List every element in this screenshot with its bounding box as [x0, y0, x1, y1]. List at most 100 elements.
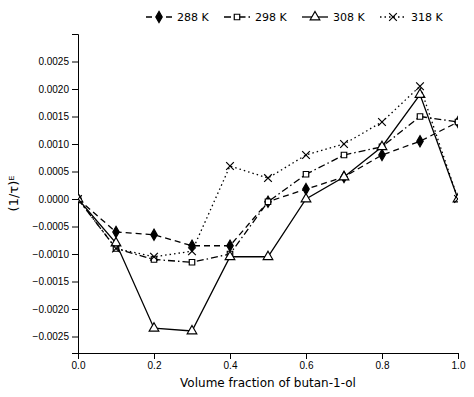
marker: [187, 325, 197, 333]
tick-label: −0.0025: [33, 331, 70, 342]
marker: [378, 118, 386, 126]
tick-mark: [72, 337, 78, 338]
tick-label: −0.0015: [33, 276, 70, 287]
marker: [226, 162, 234, 170]
tick-label: 0.0005: [38, 166, 69, 177]
tick: −0.0010: [33, 249, 78, 260]
tick: 0.8: [376, 353, 390, 371]
tick: 0.0000: [38, 194, 78, 205]
legend-entry: 298 K: [224, 11, 287, 24]
legend-entry: 288 K: [146, 11, 209, 24]
marker: [151, 229, 157, 240]
marker: [303, 172, 308, 177]
tick-label: 0.4: [224, 360, 238, 371]
marker: [417, 136, 423, 147]
marker: [340, 140, 348, 148]
legend-entry: 318 K: [380, 11, 443, 24]
tick-mark: [458, 353, 459, 359]
tick-label: 0.0025: [38, 56, 69, 67]
tick-label: −0.0020: [33, 304, 70, 315]
tick-label: −0.0010: [33, 249, 70, 260]
tick: 0.4: [224, 353, 238, 371]
marker: [227, 240, 233, 251]
tick: −0.0005: [33, 221, 78, 232]
tick: 0.6: [300, 353, 314, 371]
tick-label: 0.0015: [38, 111, 69, 122]
tick-mark: [72, 89, 78, 90]
legend-marker: [156, 11, 162, 22]
legend-marker: [389, 13, 397, 21]
marker: [454, 195, 458, 203]
tick-mark: [72, 117, 78, 118]
tick: 0.0025: [38, 56, 78, 67]
marker: [78, 195, 82, 203]
marker: [416, 82, 424, 90]
tick-mark: [306, 353, 307, 359]
marker: [301, 193, 311, 201]
legend-entry: 308 K: [302, 11, 365, 24]
marker: [225, 251, 235, 259]
marker: [149, 323, 159, 331]
legend-label: 288 K: [177, 11, 209, 24]
legend-marker: [234, 14, 239, 19]
marker: [188, 247, 196, 255]
tick: −0.0015: [33, 276, 78, 287]
tick-mark: [72, 199, 78, 200]
tick: 1.0: [452, 353, 466, 371]
tick-mark: [72, 254, 78, 255]
y-axis-title: (1/τ)ᴱ: [6, 176, 21, 212]
marker: [265, 196, 271, 207]
tick-mark: [72, 282, 78, 283]
marker: [150, 253, 158, 261]
tick: −0.0025: [33, 331, 78, 342]
tick-mark: [230, 353, 231, 359]
marker: [377, 141, 387, 149]
legend-marker: [310, 11, 320, 19]
tick-label: 0.2: [148, 360, 162, 371]
marker: [339, 171, 349, 179]
y-axis: −0.0025 −0.0020 −0.0015 −0.0010 −0.0005 0.000…: [33, 35, 79, 354]
series-line: [78, 122, 458, 246]
tick: 0.0: [72, 353, 86, 371]
marker: [264, 174, 272, 182]
series-line: [78, 95, 458, 332]
tick: 0.2: [148, 353, 162, 371]
marker: [455, 116, 458, 127]
marker: [189, 260, 194, 265]
legend: 288 K 298 K 308 K 318 K: [146, 11, 443, 24]
plot-area: [78, 82, 458, 333]
marker: [112, 245, 120, 253]
tick-label: 0.0020: [38, 84, 69, 95]
tick: 0.0005: [38, 166, 78, 177]
tick-label: 0.8: [376, 360, 390, 371]
marker: [455, 119, 458, 124]
tick-mark: [72, 227, 78, 228]
marker: [263, 251, 273, 259]
tick-label: 0.6: [300, 360, 314, 371]
tick: 0.0020: [38, 84, 78, 95]
tick-mark: [72, 309, 78, 310]
tick: 0.0015: [38, 111, 78, 122]
tick: 0.0010: [38, 139, 78, 150]
tick-mark: [72, 144, 78, 145]
x-axis: 0.0 0.2 0.4 0.6 0.8 1.0: [72, 353, 466, 371]
tick-label: 0.0010: [38, 139, 69, 150]
chart: 0.00.20.40.60.81.0−0.0025−0.0020−0.0015−…: [0, 0, 474, 397]
marker: [302, 151, 310, 159]
legend-label: 298 K: [255, 11, 287, 24]
tick: −0.0020: [33, 304, 78, 315]
marker: [379, 149, 385, 160]
axis-line: [72, 35, 79, 354]
tick-label: 1.0: [452, 360, 466, 371]
series-line: [78, 117, 458, 263]
tick-mark: [72, 172, 78, 173]
tick-label: 0.0: [72, 360, 86, 371]
tick-label: 0.0000: [38, 194, 69, 205]
series-line: [78, 86, 458, 257]
legend-label: 308 K: [333, 11, 365, 24]
tick-mark: [154, 353, 155, 359]
marker: [417, 114, 422, 119]
marker: [341, 152, 346, 157]
tick-mark: [382, 353, 383, 359]
marker: [265, 199, 270, 204]
